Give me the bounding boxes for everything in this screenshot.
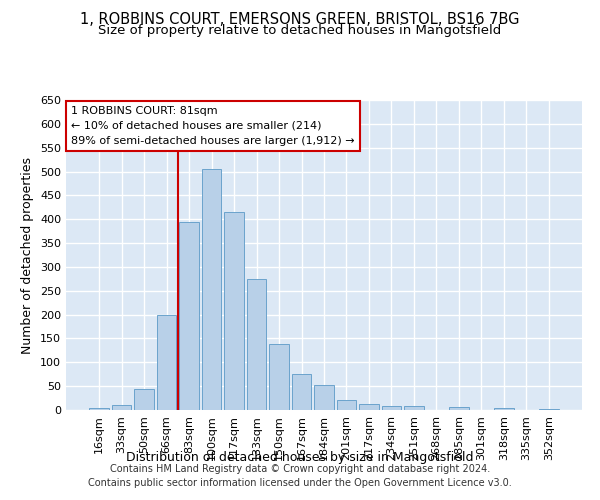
Bar [157, 314, 176, 410]
Bar [337, 400, 356, 410]
Bar [404, 406, 424, 410]
Bar [539, 408, 559, 410]
Bar [224, 212, 244, 410]
Bar [292, 374, 311, 410]
Bar [269, 344, 289, 410]
Bar [247, 279, 266, 410]
Bar [382, 406, 401, 410]
Bar [89, 408, 109, 410]
Bar [359, 404, 379, 410]
Bar [314, 385, 334, 410]
Bar [134, 388, 154, 410]
Y-axis label: Number of detached properties: Number of detached properties [22, 156, 34, 354]
Text: Distribution of detached houses by size in Mangotsfield: Distribution of detached houses by size … [126, 451, 474, 464]
Text: 1, ROBBINS COURT, EMERSONS GREEN, BRISTOL, BS16 7BG: 1, ROBBINS COURT, EMERSONS GREEN, BRISTO… [80, 12, 520, 28]
Bar [449, 407, 469, 410]
Text: Contains HM Land Registry data © Crown copyright and database right 2024.
Contai: Contains HM Land Registry data © Crown c… [88, 464, 512, 487]
Bar [202, 169, 221, 410]
Bar [112, 405, 131, 410]
Bar [494, 408, 514, 410]
Text: 1 ROBBINS COURT: 81sqm
← 10% of detached houses are smaller (214)
89% of semi-de: 1 ROBBINS COURT: 81sqm ← 10% of detached… [71, 106, 355, 146]
Text: Size of property relative to detached houses in Mangotsfield: Size of property relative to detached ho… [98, 24, 502, 37]
Bar [179, 222, 199, 410]
